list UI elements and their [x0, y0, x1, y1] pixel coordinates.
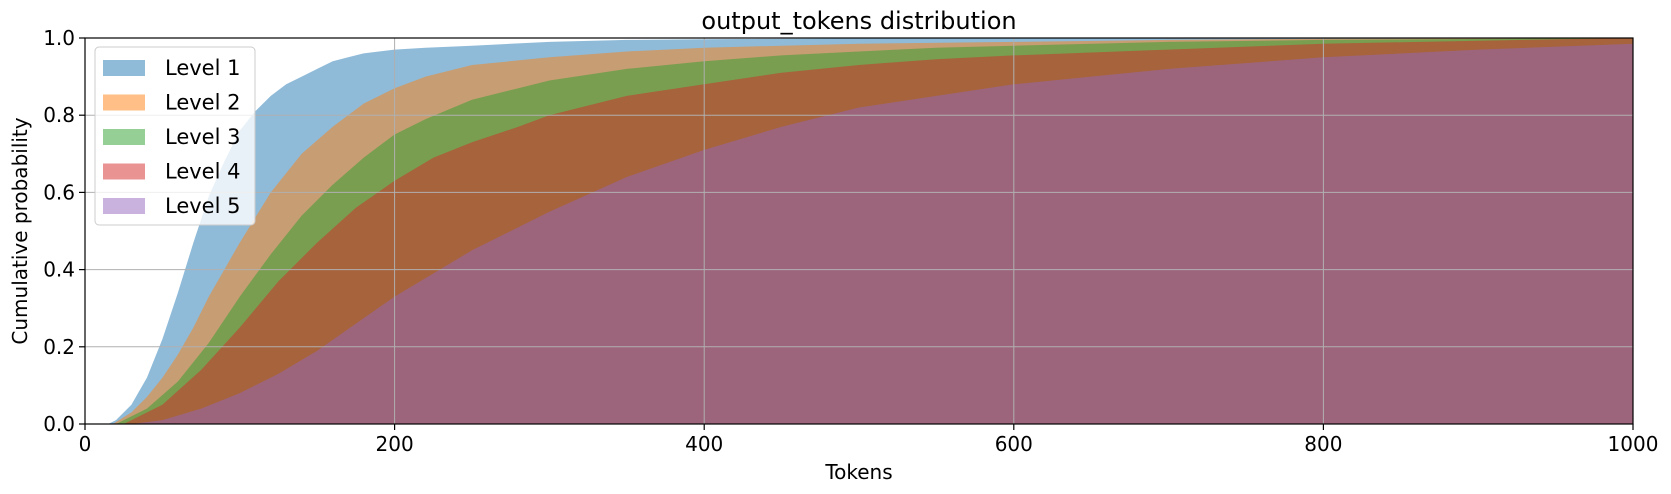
x-tick-label: 600 — [995, 432, 1033, 456]
y-tick-label: 0.8 — [43, 103, 75, 127]
legend-swatch — [103, 94, 145, 111]
legend-label: Level 2 — [165, 91, 240, 115]
legend-label: Level 5 — [165, 194, 240, 218]
legend: Level 1 Level 2 Level 3 Level 4 Level 5 — [94, 46, 256, 226]
y-tick-label: 0.2 — [43, 335, 75, 359]
y-tick-label: 0.0 — [43, 412, 75, 436]
legend-label: Level 1 — [165, 56, 240, 80]
y-axis-label: Cumulative probability — [8, 117, 32, 344]
plot-frame — [84, 37, 1634, 425]
plot-area — [108, 38, 1634, 425]
x-tick-label: 0 — [79, 432, 92, 456]
x-tick-label: 200 — [376, 432, 414, 456]
y-tick-label: 0.4 — [43, 258, 75, 282]
axis-ticks: 0 200 400 600 800 1000 0.0 0.2 0.4 0.6 0.8 1.0 — [43, 26, 1658, 456]
legend-swatch — [103, 163, 145, 180]
legend-swatch — [103, 60, 145, 76]
legend-swatch — [103, 129, 145, 145]
y-tick-label: 0.6 — [43, 180, 75, 204]
y-tick-label: 1.0 — [43, 26, 75, 50]
x-tick-label: 400 — [685, 432, 723, 456]
series-area-level-5 — [131, 43, 1633, 425]
legend-swatch — [103, 198, 145, 214]
chart-title: output_tokens distribution — [701, 7, 1016, 35]
grid — [85, 38, 1633, 424]
legend-box — [94, 46, 256, 226]
x-tick-label: 1000 — [1608, 432, 1659, 456]
legend-label: Level 3 — [165, 125, 240, 149]
legend-label: Level 4 — [165, 160, 240, 184]
x-axis-label: Tokens — [824, 460, 892, 484]
x-tick-label: 800 — [1304, 432, 1342, 456]
